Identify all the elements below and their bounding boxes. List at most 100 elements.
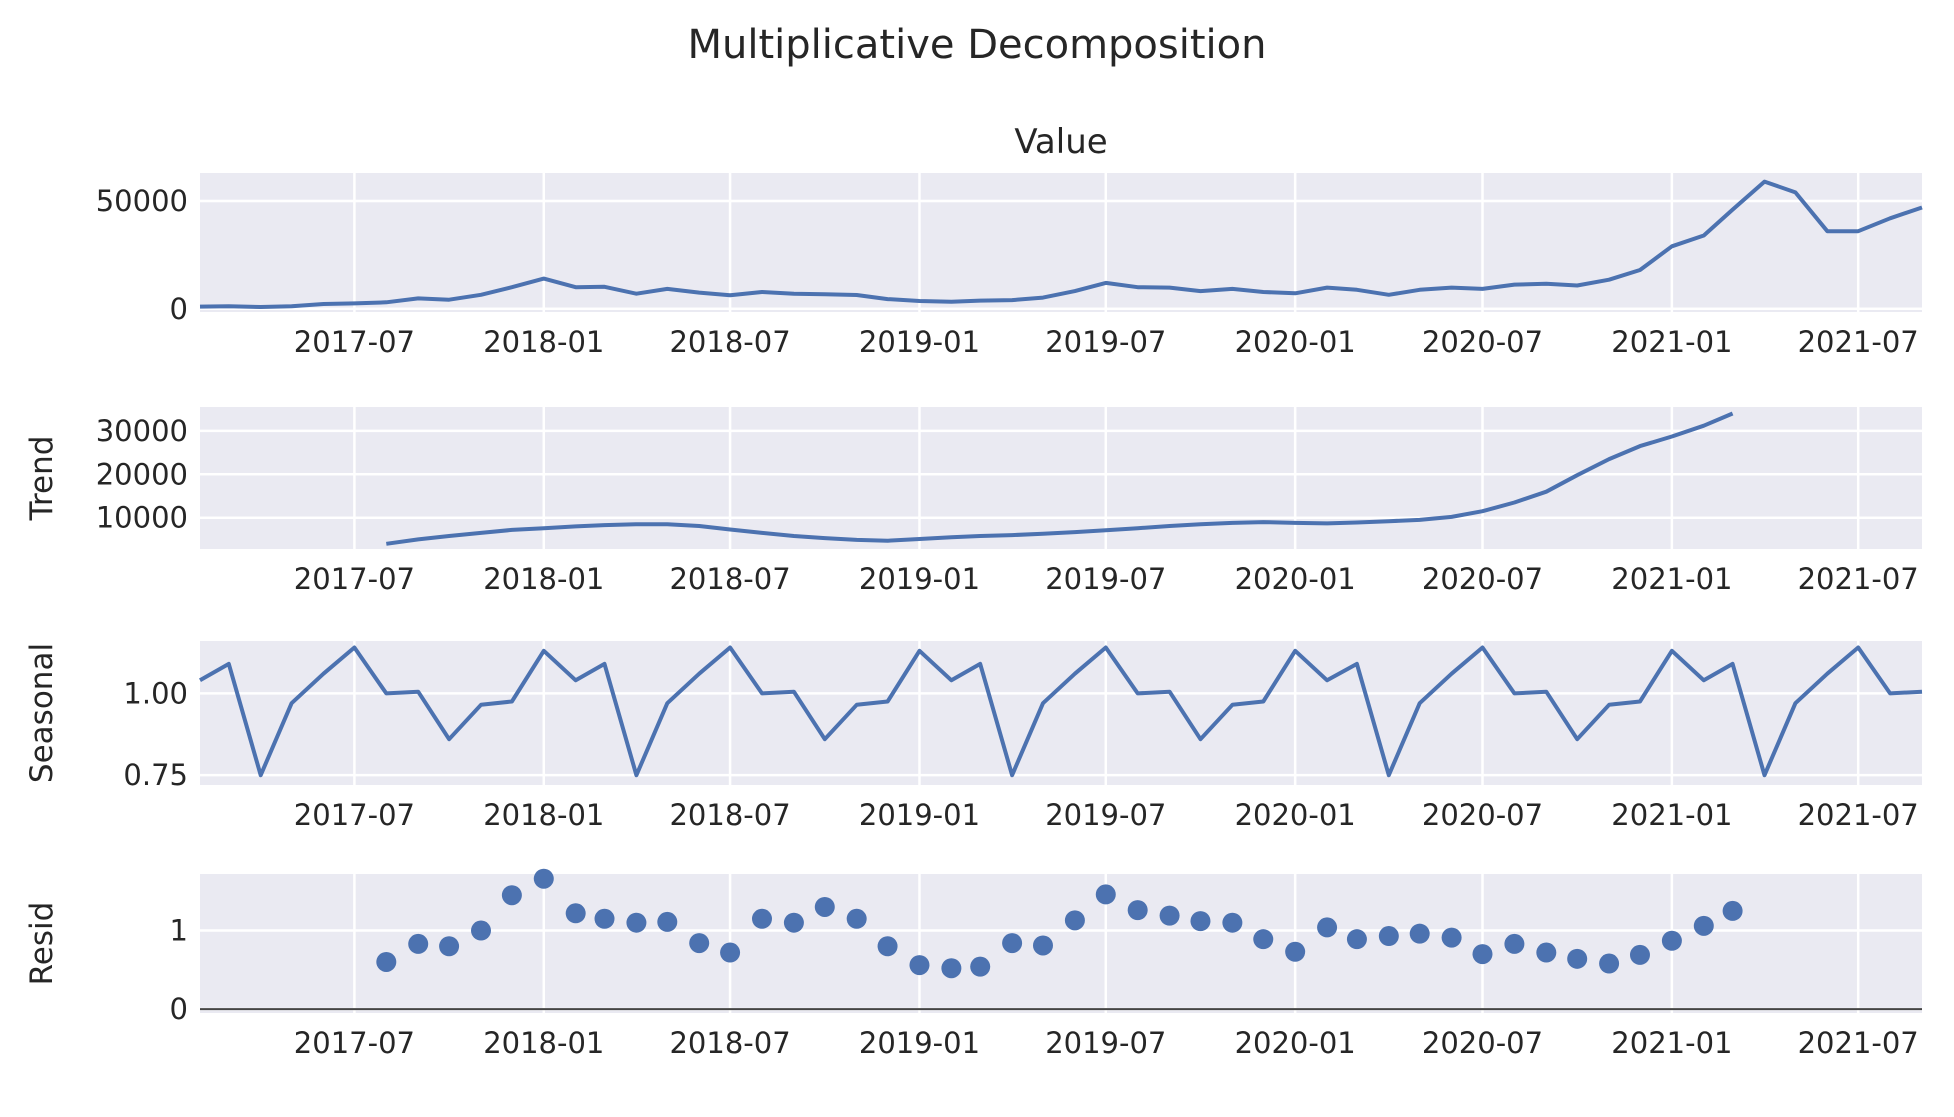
y-tick-label: 20000 bbox=[96, 457, 188, 491]
resid-point bbox=[814, 896, 835, 917]
series-line-observed bbox=[199, 179, 1923, 309]
x-tick-label: 2020-07 bbox=[1422, 325, 1543, 359]
y-axis-label: Resid bbox=[24, 902, 60, 986]
resid-point bbox=[751, 908, 772, 929]
resid-point bbox=[1032, 935, 1053, 956]
x-tick-label: 2019-01 bbox=[859, 562, 980, 596]
panel-resid: 2017-07 2018-01 2018-07 2019-01 2019-07 2020-… bbox=[24, 868, 1922, 1060]
resid-point bbox=[1441, 927, 1462, 948]
x-tick-label: 2021-01 bbox=[1611, 1026, 1732, 1060]
resid-point bbox=[1599, 953, 1620, 974]
resid-point bbox=[376, 951, 397, 972]
resid-point bbox=[594, 908, 615, 929]
x-tick-label: 2021-07 bbox=[1798, 325, 1919, 359]
x-tick-label: 2017-07 bbox=[294, 798, 415, 832]
y-tick-label: 10000 bbox=[96, 501, 188, 535]
x-tick-label: 2018-01 bbox=[483, 325, 604, 359]
y-tick-label: 0.75 bbox=[123, 758, 188, 792]
x-tick-label: 2017-07 bbox=[294, 1026, 415, 1060]
x-tick-label: 2021-07 bbox=[1798, 798, 1919, 832]
y-tick-label: 30000 bbox=[96, 414, 188, 448]
x-tick-label: 2020-07 bbox=[1422, 562, 1543, 596]
x-tick-label: 2020-01 bbox=[1235, 325, 1356, 359]
resid-point bbox=[533, 868, 554, 889]
resid-point bbox=[1127, 900, 1148, 921]
y-axis-label: Trend bbox=[24, 436, 60, 522]
resid-point bbox=[1629, 944, 1650, 965]
x-tick-label: 2021-07 bbox=[1798, 1026, 1919, 1060]
resid-point bbox=[1693, 915, 1714, 936]
plot-area bbox=[200, 407, 1922, 549]
resid-point bbox=[1567, 948, 1588, 969]
resid-point bbox=[1222, 912, 1243, 933]
y-tick-label: 0 bbox=[170, 992, 188, 1026]
x-tick-label: 2017-07 bbox=[294, 325, 415, 359]
x-tick-label: 2020-01 bbox=[1235, 562, 1356, 596]
y-tick-label: 0 bbox=[170, 292, 188, 326]
resid-point bbox=[846, 908, 867, 929]
resid-point bbox=[877, 936, 898, 957]
x-tick-label: 2018-01 bbox=[483, 562, 604, 596]
resid-point bbox=[408, 933, 429, 954]
x-tick-label: 2018-01 bbox=[483, 798, 604, 832]
x-tick-label: 2021-01 bbox=[1611, 325, 1732, 359]
x-tick-label: 2020-07 bbox=[1422, 798, 1543, 832]
resid-point bbox=[720, 942, 741, 963]
x-tick-label: 2020-01 bbox=[1235, 798, 1356, 832]
resid-point bbox=[1536, 942, 1557, 963]
plot-area bbox=[200, 641, 1922, 785]
x-tick-label: 2019-07 bbox=[1045, 798, 1166, 832]
y-axis-label: Seasonal bbox=[24, 643, 60, 783]
x-tick-label: 2021-01 bbox=[1611, 562, 1732, 596]
resid-point bbox=[1159, 905, 1180, 926]
y-tick-label: 1.00 bbox=[123, 676, 188, 710]
resid-point bbox=[1378, 926, 1399, 947]
panel-seasonal: 2017-07 2018-01 2018-07 2019-01 2019-07 2020-… bbox=[24, 641, 1923, 832]
resid-point bbox=[1002, 933, 1023, 954]
x-tick-label: 2018-07 bbox=[669, 325, 790, 359]
subplots: 2017-07 2018-01 2018-07 2019-01 2019-07 2020-… bbox=[24, 122, 1923, 1060]
resid-point bbox=[1472, 944, 1493, 965]
series-line-seasonal bbox=[199, 645, 1923, 778]
x-tick-label: 2018-07 bbox=[669, 1026, 790, 1060]
resid-point bbox=[439, 936, 460, 957]
resid-point bbox=[941, 958, 962, 979]
x-tick-label: 2018-01 bbox=[483, 1026, 604, 1060]
resid-point bbox=[1504, 933, 1525, 954]
panel-observed: 2017-07 2018-01 2018-07 2019-01 2019-07 2020-… bbox=[96, 122, 1923, 359]
plot-area bbox=[200, 874, 1922, 1013]
resid-point bbox=[1095, 884, 1116, 905]
x-tick-label: 2021-01 bbox=[1611, 798, 1732, 832]
x-tick-label: 2019-07 bbox=[1045, 562, 1166, 596]
resid-point bbox=[1285, 941, 1306, 962]
series-line-trend bbox=[386, 411, 1734, 546]
resid-point bbox=[783, 912, 804, 933]
x-tick-label: 2019-07 bbox=[1045, 1026, 1166, 1060]
resid-point bbox=[565, 903, 586, 924]
resid-point bbox=[657, 911, 678, 932]
resid-point bbox=[470, 920, 491, 941]
y-tick-label: 50000 bbox=[96, 184, 188, 218]
resid-point bbox=[970, 956, 991, 977]
figure-title: Multiplicative Decomposition bbox=[688, 22, 1267, 68]
x-tick-label: 2019-01 bbox=[859, 798, 980, 832]
x-tick-label: 2019-01 bbox=[859, 1026, 980, 1060]
resid-point bbox=[1064, 910, 1085, 931]
x-tick-label: 2019-07 bbox=[1045, 325, 1166, 359]
panel-title: Value bbox=[1014, 122, 1107, 162]
y-tick-label: 1 bbox=[170, 914, 188, 948]
x-tick-label: 2020-07 bbox=[1422, 1026, 1543, 1060]
x-tick-label: 2018-07 bbox=[669, 562, 790, 596]
resid-point bbox=[1190, 911, 1211, 932]
resid-point bbox=[626, 912, 647, 933]
x-tick-label: 2018-07 bbox=[669, 798, 790, 832]
resid-point bbox=[501, 885, 522, 906]
x-tick-label: 2017-07 bbox=[294, 562, 415, 596]
x-tick-label: 2020-01 bbox=[1235, 1026, 1356, 1060]
resid-point bbox=[1661, 930, 1682, 951]
plot-area bbox=[200, 173, 1922, 312]
resid-point bbox=[1253, 929, 1274, 950]
panel-trend: 2017-07 2018-01 2018-07 2019-01 2019-07 2020-… bbox=[24, 407, 1922, 596]
x-tick-label: 2019-01 bbox=[859, 325, 980, 359]
